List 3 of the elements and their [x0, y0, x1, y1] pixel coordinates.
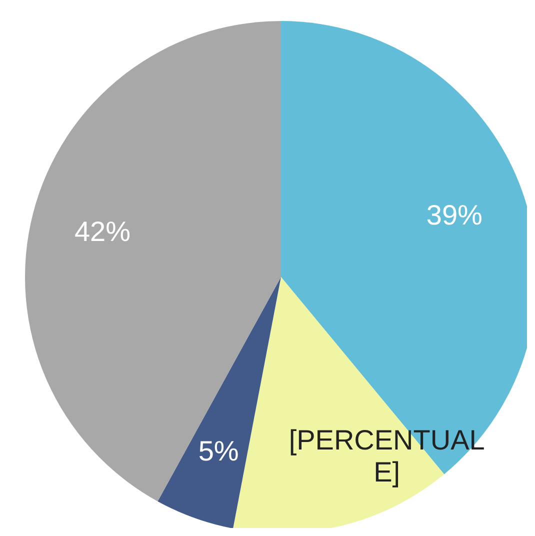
data-label: 39% — [426, 199, 482, 230]
data-label: 5% — [198, 434, 239, 466]
data-label: 42% — [74, 216, 130, 247]
